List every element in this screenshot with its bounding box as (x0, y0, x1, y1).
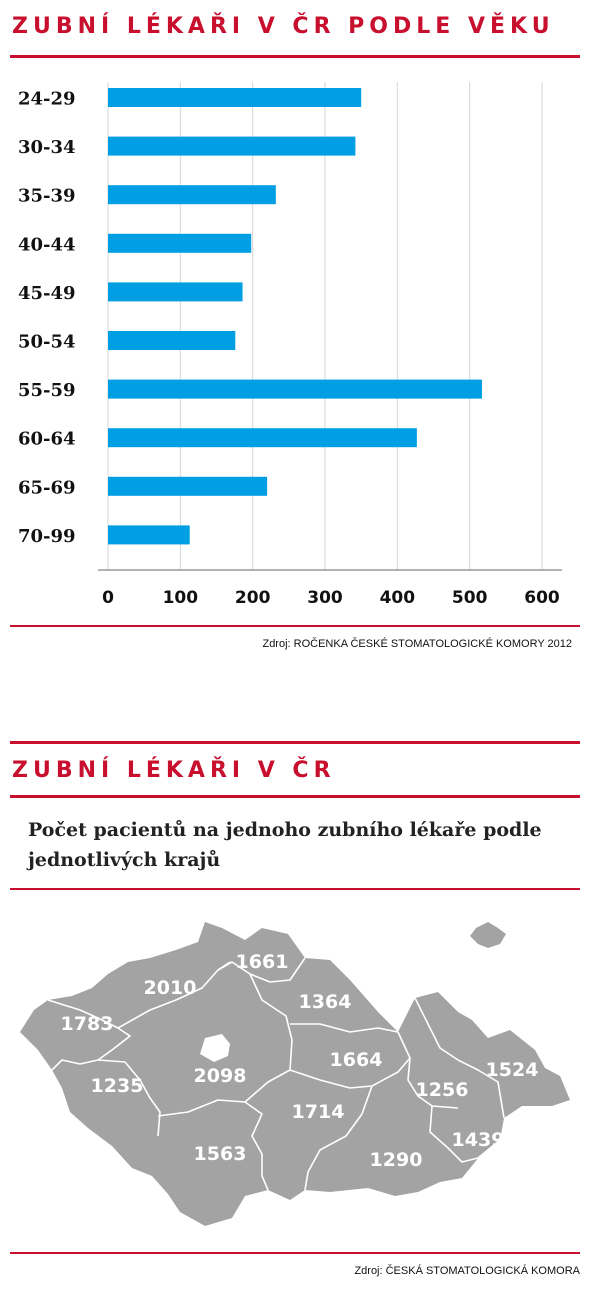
praha-inset (470, 922, 506, 948)
map-bottom-rule (10, 1252, 580, 1254)
region-value-praha: 823 (466, 959, 506, 981)
category-label: 55-59 (18, 380, 76, 401)
bar-24-29 (108, 88, 362, 107)
region-value-olomoucky: 1256 (416, 1079, 469, 1101)
region-value-jihocesky: 1563 (194, 1143, 247, 1165)
x-tick-label: 200 (235, 588, 271, 608)
bar-70-99 (108, 525, 190, 545)
x-tick-label: 100 (163, 588, 199, 608)
czech-regions-map: 1783 2010 1661 1364 1235 2098 1664 1256 1524 1563… (20, 922, 570, 1226)
category-label: 35-39 (18, 186, 76, 207)
grid (98, 82, 562, 571)
border-jihocesky-north (157, 1099, 269, 1191)
category-label: 70-99 (18, 526, 76, 547)
region-value-vysocina: 1714 (292, 1101, 345, 1123)
bar-60-64 (108, 428, 417, 448)
border-zlinsky (429, 1105, 501, 1163)
chart-source: Zdroj: ROČENKA ČESKÉ STOMATOLOGICKÉ KOMO… (262, 638, 572, 650)
x-tick-label: 0 (102, 588, 114, 608)
x-tick-label: 500 (452, 588, 488, 608)
region-value-pardubicky: 1664 (330, 1049, 383, 1071)
border-hradecky-pardubicky (290, 1023, 399, 1033)
region-value-stredocesky: 2098 (194, 1065, 247, 1087)
region-value-kralovehradecky: 1364 (299, 991, 352, 1013)
region-value-karlovarsky: 1783 (61, 1013, 114, 1035)
border-karlovarsky (47, 999, 131, 1071)
chart-title: ZUBNÍ LÉKAŘI V ČR PODLE VĚKU (12, 14, 555, 39)
category-label: 24-29 (18, 89, 76, 110)
region-value-ustecky: 2010 (144, 977, 197, 999)
bar-55-59 (108, 379, 482, 399)
region-borders (47, 957, 505, 1191)
border-olomoucky-moravskoslezsky (414, 997, 505, 1119)
region-value-liberecky: 1661 (236, 951, 289, 973)
bar-35-39 (108, 185, 276, 205)
category-labels: 24-29 30-34 35-39 40-44 45-49 50-54 55-59 60-64… (18, 89, 76, 547)
category-label: 65-69 (18, 477, 76, 498)
praha-region (200, 1034, 230, 1062)
border-stredocesky-vysocina (244, 1039, 293, 1103)
section-top-rule (10, 741, 580, 744)
subtitle-rule (10, 888, 580, 890)
region-value-plzensky: 1235 (91, 1075, 144, 1097)
bar-45-49 (108, 282, 243, 302)
title-rule (10, 55, 580, 58)
region-value-jihomoravsky: 1290 (370, 1149, 423, 1171)
category-label: 60-64 (18, 429, 76, 450)
bars (108, 88, 482, 545)
section-title: ZUBNÍ LÉKAŘI V ČR (12, 758, 336, 783)
x-tick-label: 600 (524, 588, 560, 608)
category-label: 40-44 (18, 234, 76, 255)
x-tick-label: 300 (307, 588, 343, 608)
region-values: 1783 2010 1661 1364 1235 2098 1664 1256 1524 1563… (61, 951, 539, 1171)
map-subtitle: Počet pacientů na jednoho zubního lékaře… (28, 819, 542, 871)
x-tick-labels: 0 100 200 300 400 500 600 (102, 588, 560, 608)
chart-bottom-rule (10, 625, 580, 627)
border-vysocina-jihomoravsky (304, 1085, 373, 1191)
category-label: 50-54 (18, 332, 76, 353)
border-hradecky-stredocesky (249, 973, 293, 1041)
section-title-rule (10, 795, 580, 798)
x-tick-label: 400 (380, 588, 416, 608)
bar-40-44 (108, 233, 252, 253)
map-country-shape (20, 922, 570, 1226)
age-bar-chart: 24-29 30-34 35-39 40-44 45-49 50-54 55-59 60-64… (18, 82, 562, 608)
category-label: 30-34 (18, 137, 76, 158)
border-olomoucky-west (407, 1057, 459, 1109)
region-value-zlinsky: 1439 (452, 1129, 505, 1151)
category-label: 45-49 (18, 283, 76, 304)
bar-65-69 (108, 476, 268, 496)
border-liberecky (217, 957, 306, 983)
map-source: Zdroj: ČESKÁ STOMATOLOGICKÁ KOMORA (354, 1265, 580, 1277)
region-value-moravskoslezsky: 1524 (486, 1059, 539, 1081)
bar-50-54 (108, 331, 236, 350)
bar-30-34 (108, 136, 356, 156)
